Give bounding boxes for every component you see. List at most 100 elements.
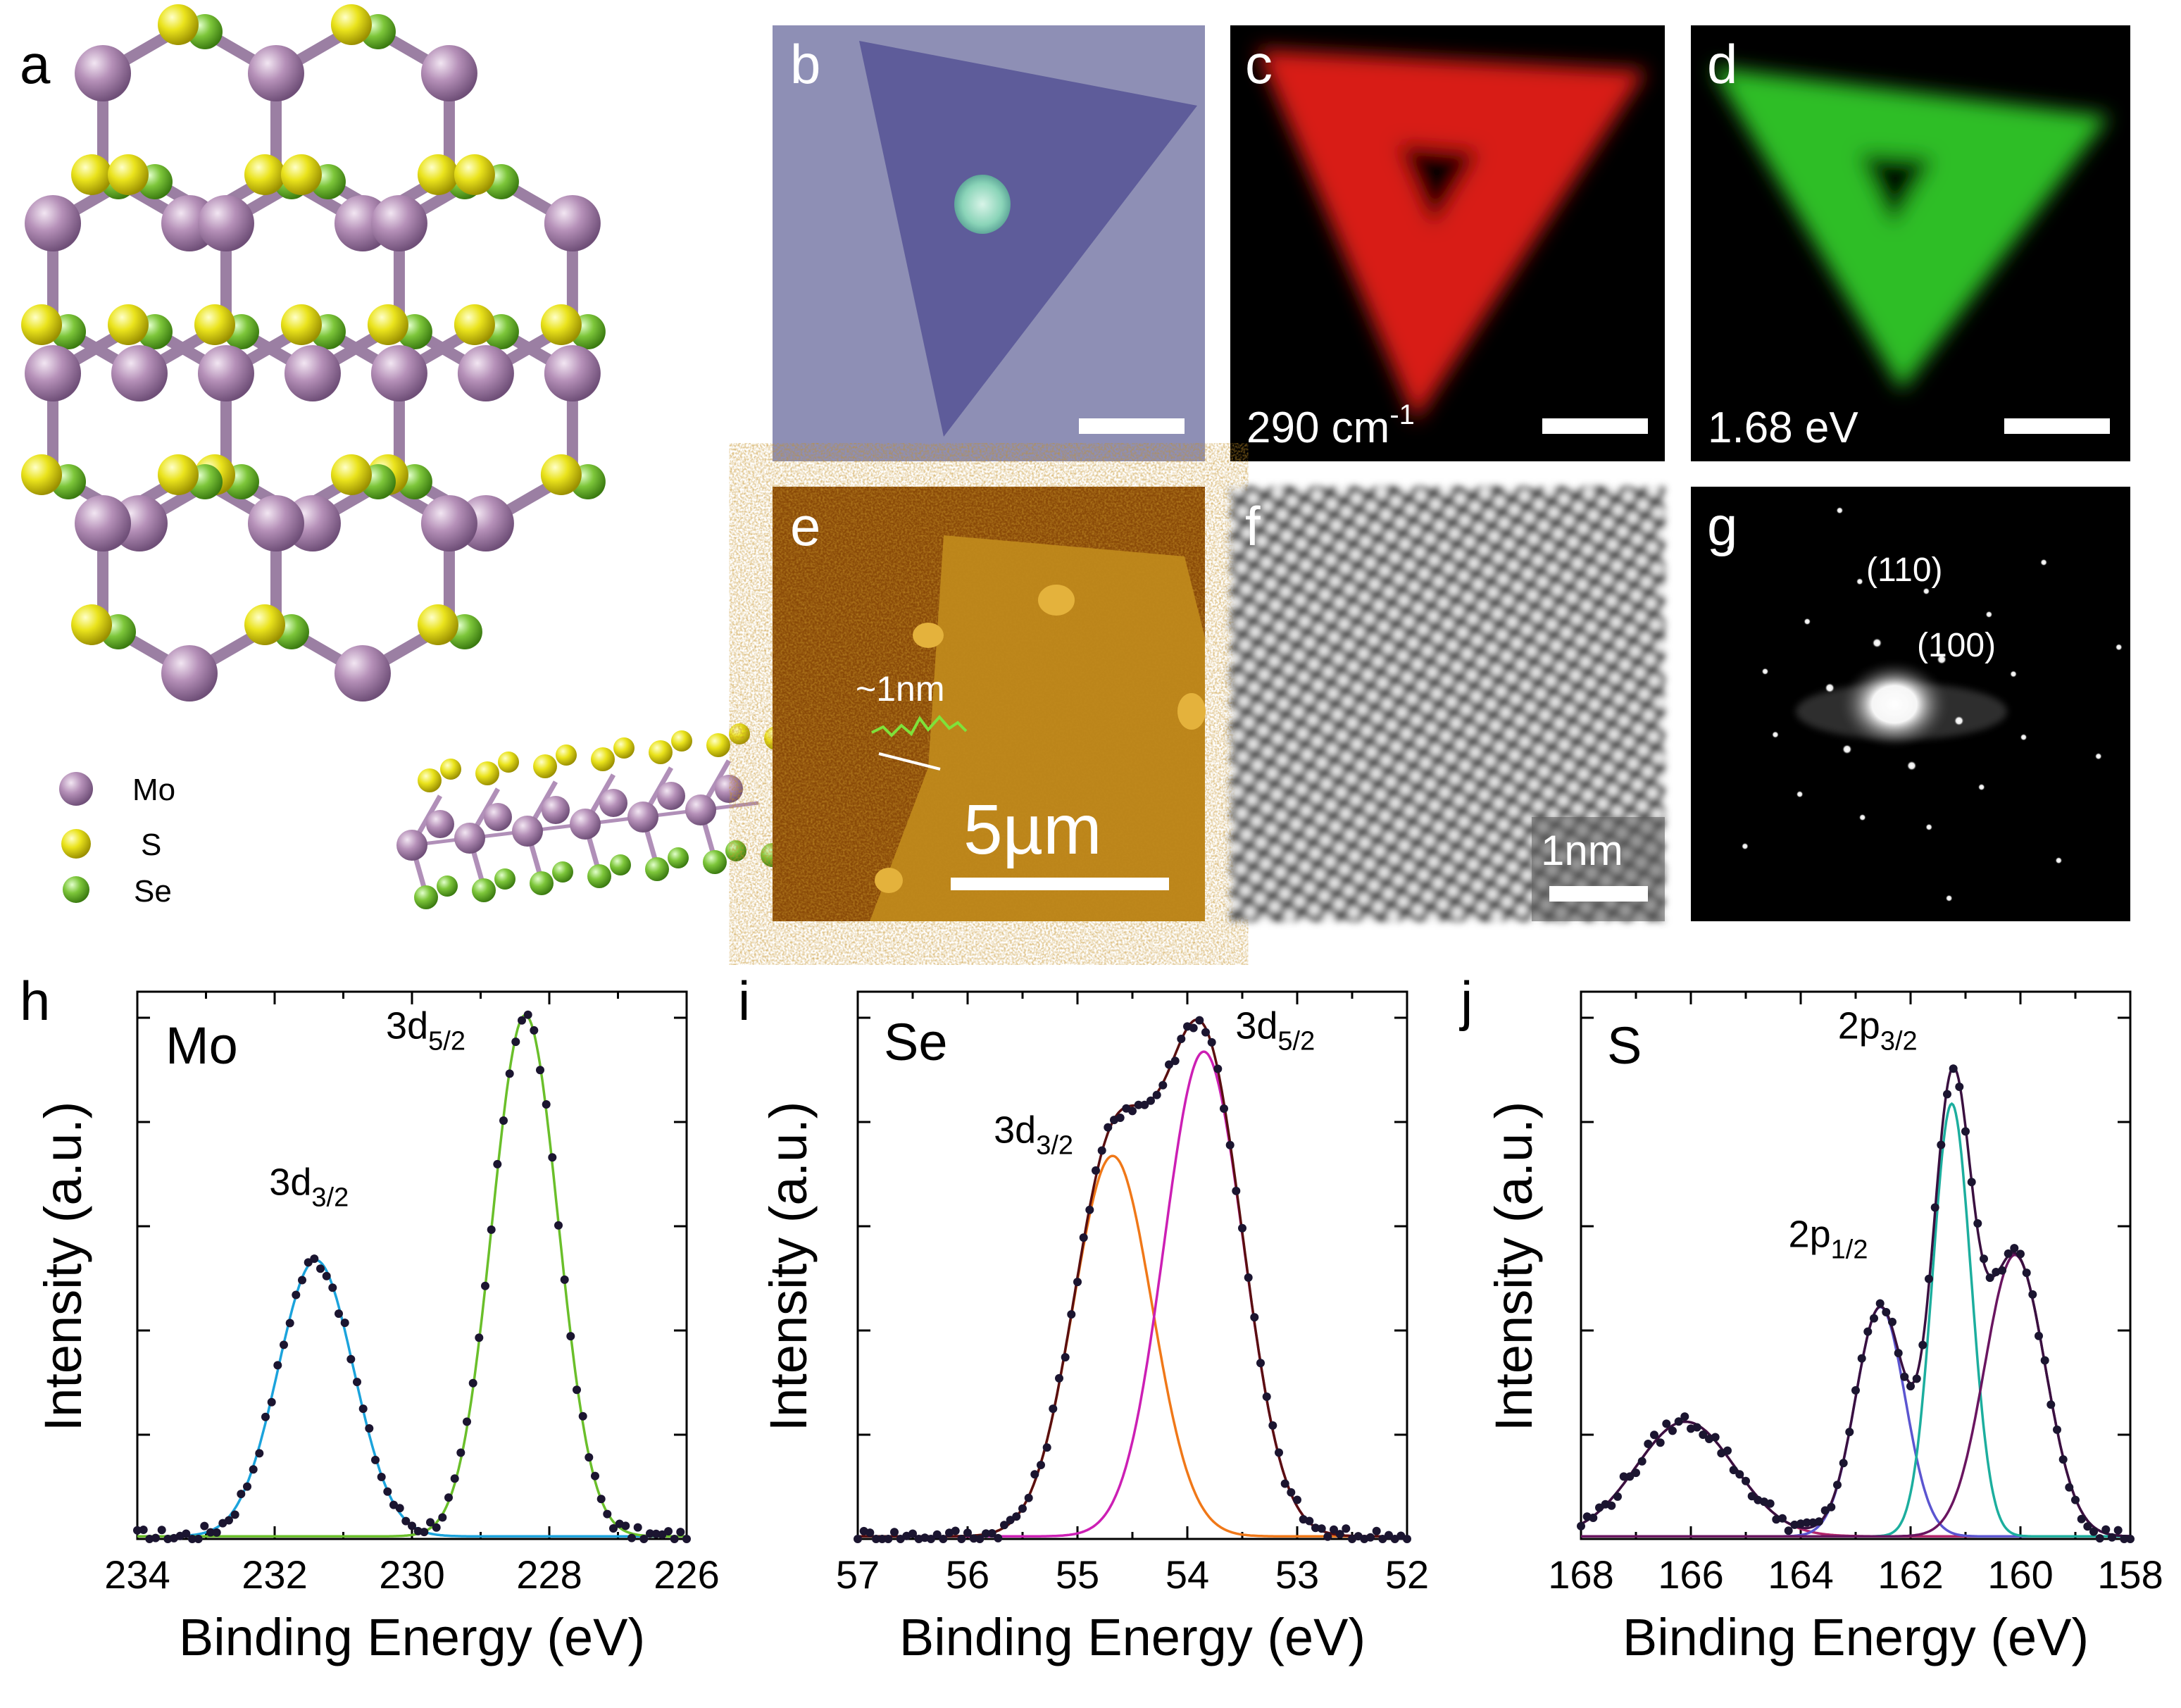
data-point [255,1449,264,1458]
scale-bar-e [951,878,1169,890]
xps-chart-se: 57 56 55 54 53 52 Binding Energy (eV) Intensity… [759,990,1429,1666]
data-point [1385,1531,1393,1540]
s-atom [21,454,63,495]
x-axis-label: Binding Energy (eV) [1623,1608,2089,1666]
crystal-structure-top-view [21,4,606,702]
data-point [1674,1417,1683,1426]
data-point [1827,1502,1836,1511]
data-point [566,1332,575,1341]
data-point [1833,1481,1842,1490]
element-label: S [1607,1016,1642,1075]
data-point [365,1424,374,1433]
data-point [1372,1526,1381,1535]
data-point [1146,1096,1155,1105]
x-tick-label: 160 [1987,1552,2053,1597]
x-tick-label: 232 [242,1552,307,1597]
data-point [1973,1219,1982,1228]
data-point [987,1529,996,1538]
data-point [444,1493,453,1502]
data-point [2120,1535,2129,1543]
element-label: Se [884,1013,948,1071]
side-mo-atom [570,809,601,840]
afm-height-profile [871,714,968,737]
data-point [383,1487,392,1496]
data-point [395,1504,404,1513]
data-point [1692,1423,1701,1432]
data-point [1170,1056,1180,1066]
legend-mo-label: Mo [132,773,175,807]
side-mo-atom [454,823,485,854]
data-point [139,1526,148,1534]
data-point [609,1524,618,1533]
scale-bar-background [1532,817,1665,921]
diffraction-spot [1906,761,1917,771]
data-point [133,1526,142,1535]
data-point [676,1528,685,1537]
side-s-atom [729,723,750,744]
data-point [2071,1495,2080,1504]
data-point [1097,1146,1106,1155]
peak-label: 2p1/2 [1789,1214,1868,1265]
data-point [1293,1495,1301,1504]
s-atom [194,304,235,345]
data-point [1177,1035,1186,1043]
data-point [969,1534,978,1543]
data-point [225,1516,233,1525]
atom-legend: Mo S Se [59,772,175,909]
data-point [194,1535,203,1543]
s-atom [454,304,495,345]
diffraction-spot [2094,752,2102,760]
mo-atom [197,195,254,251]
diffraction-spot [1856,578,1863,585]
mo-atom [75,495,132,551]
panel-letter-h: h [20,970,50,1032]
side-mo-atom [685,794,716,825]
panel-letter-d: d [1707,33,1737,95]
data-point [1644,1440,1653,1448]
side-s-atom [706,733,730,757]
crystal-structure-side-view [396,716,808,909]
data-point [1577,1521,1585,1531]
afm-particle [913,623,944,648]
data-point [1207,1037,1216,1047]
data-point [908,1529,917,1538]
data-point [468,1378,477,1388]
legend-se-label: Se [134,874,172,909]
side-s-atom [533,754,557,778]
data-point [1778,1514,1787,1523]
data-point [322,1271,331,1280]
diffraction-spot [1985,611,1993,618]
data-point [358,1404,368,1414]
x-tick-label: 228 [516,1552,582,1597]
side-s-atom [649,740,673,764]
spot-label-110: (110) [1866,551,1943,589]
data-point [2101,1525,2111,1534]
triangle-flake [859,41,1197,437]
data-point [1042,1443,1051,1452]
side-se-atom [472,878,496,902]
mo-atom [544,195,601,251]
mo-atom [544,345,601,401]
side-mo-atom [599,789,627,817]
data-point [1244,1273,1253,1282]
mo-atom [334,645,391,702]
data-point [1018,1504,1027,1513]
diffraction-spot [1858,814,1866,821]
data-point [957,1535,966,1543]
data-point [1287,1488,1296,1497]
data-point [1152,1090,1161,1099]
data-point [280,1340,288,1349]
data-point [939,1535,948,1543]
diffraction-spot [1771,731,1779,739]
data-point [1650,1430,1658,1440]
data-point [1220,1104,1228,1113]
afm-particle [875,868,903,893]
afm-particle [1038,585,1075,616]
side-mo-atom [627,802,658,833]
afm-scale-label: 5µm [963,790,1102,869]
raman-shift-label: 290 cm-1 [1246,399,1415,452]
mo-atom [247,495,304,551]
data-point [511,1037,520,1047]
data-point [346,1354,356,1364]
